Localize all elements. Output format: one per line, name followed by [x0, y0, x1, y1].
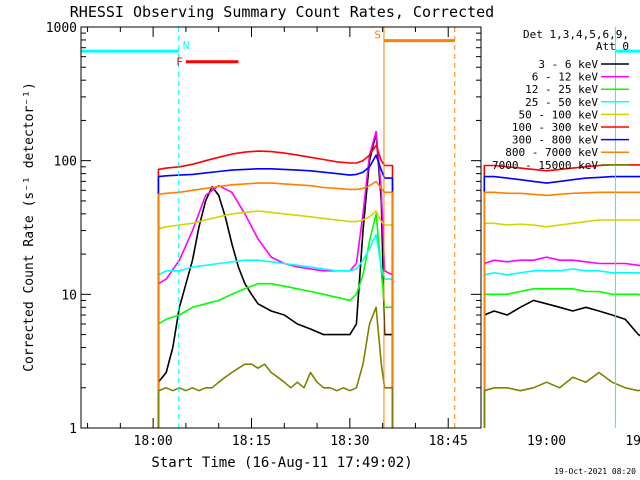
series-line [157, 130, 394, 428]
series-line [157, 213, 394, 428]
series-line [483, 371, 640, 428]
series-line [483, 268, 640, 428]
marker-f: F [176, 56, 239, 69]
series-line [157, 154, 394, 428]
series-800-7000-kev [157, 180, 640, 428]
legend-label: 100 - 300 keV [512, 121, 598, 134]
y-tick-label: 100 [54, 155, 77, 170]
y-axis-label: Corrected Count Rate (s⁻¹ detector⁻¹) [22, 82, 37, 372]
x-tick-label: 18:15 [232, 434, 271, 449]
series-25-50-kev [157, 233, 640, 428]
series-line [483, 175, 640, 428]
legend-label: 3 - 6 keV [538, 58, 598, 71]
y-axis-ticks: 1 10 100 1000 [46, 21, 481, 437]
marker-label: S [374, 29, 381, 42]
series-300-800-kev [157, 154, 640, 428]
marker-label: F [176, 56, 183, 69]
legend-header: Att 0 [596, 40, 629, 53]
x-tick-label: 18:30 [330, 434, 369, 449]
legend-label: 6 - 12 keV [532, 71, 599, 84]
legend-label: 50 - 100 keV [519, 108, 599, 121]
legend-label: 800 - 7000 keV [505, 146, 598, 159]
series-line [157, 180, 394, 428]
legend-label: 300 - 800 keV [512, 134, 598, 147]
y-tick-label: 1 [69, 422, 77, 437]
legend-label: 7000 - 15000 keV [492, 159, 598, 172]
series-line [157, 233, 394, 428]
legend-header: Det 1,3,4,5,6,9, [523, 28, 629, 41]
plot-content [157, 130, 640, 428]
x-axis-ticks: 18:00 18:15 18:30 18:45 19:00 19:15 [87, 27, 640, 449]
series-100-300-kev [157, 144, 640, 428]
x-axis-label: Start Time (16-Aug-11 17:49:02) [151, 455, 412, 471]
series-line [483, 299, 640, 428]
marker-label: N [183, 39, 190, 52]
x-tick-label: 19:15 [625, 434, 640, 449]
y-tick-label: 1000 [46, 21, 77, 36]
legend-label: 12 - 25 keV [525, 83, 598, 96]
series-line [157, 210, 394, 428]
marker-s: S [374, 27, 456, 428]
series-6-12-kev [157, 130, 640, 428]
y-tick-label: 10 [61, 288, 77, 303]
legend-label: 25 - 50 keV [525, 96, 598, 109]
chart-title: RHESSI Observing Summary Count Rates, Co… [70, 3, 494, 21]
series-line [157, 306, 394, 428]
series-line [157, 144, 394, 428]
series-line [483, 256, 640, 428]
x-tick-label: 18:45 [429, 434, 468, 449]
series-7000-15000-kev [157, 306, 640, 428]
series-line [483, 164, 640, 428]
generation-timestamp: 19-Oct-2021 08:20 [554, 467, 636, 476]
series-12-25-kev [157, 213, 640, 428]
series-50-100-kev [157, 210, 640, 428]
series-line [483, 288, 640, 428]
x-tick-label: 18:00 [134, 434, 173, 449]
x-tick-label: 19:00 [527, 434, 566, 449]
plot-frame [80, 26, 482, 429]
series-line [483, 191, 640, 428]
series-line [483, 219, 640, 428]
